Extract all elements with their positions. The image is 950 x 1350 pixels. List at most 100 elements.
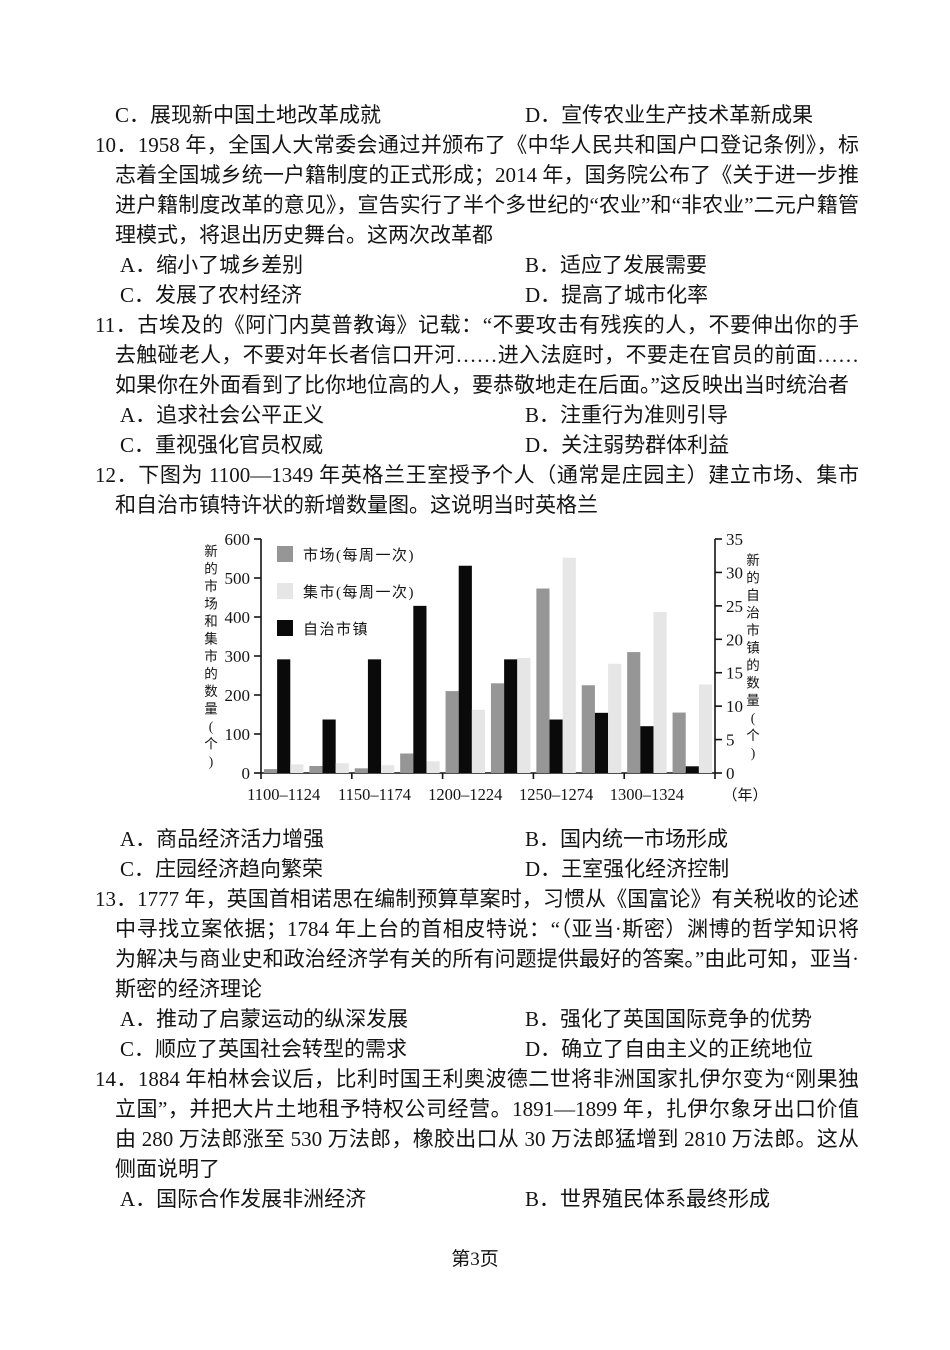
x-tick-label: 1100–1124 [247,785,320,804]
option-b: B．适应了发展需要 [525,253,708,277]
chart-bar [640,726,654,773]
question-9-options-row: C．展现新中国土地改革成就 D．宣传农业生产技术革新成果 [95,100,859,130]
question-number: 12． [95,463,139,487]
option-c: C．展现新中国土地改革成就 [115,103,382,127]
option-c: C．发展了农村经济 [120,283,303,307]
chart-bar [471,709,486,773]
chart-bar [426,761,440,773]
right-tick-label: 10 [726,697,743,716]
chart-bar [309,765,323,773]
options-row: A．缩小了城乡差别 B．适应了发展需要 [115,250,859,280]
options-row: C．发展了农村经济 D．提高了城市化率 [115,280,859,310]
chart-bar [536,588,550,773]
chart-bar [504,659,518,773]
chart-bar [653,611,667,773]
chart-bar [381,765,395,773]
option-a: A．国际合作发展非洲经济 [120,1187,367,1211]
left-tick-label: 200 [225,686,251,705]
option-a: A．商品经济活力增强 [120,827,325,851]
markets-fairs-boroughs-chart: 0 100 200 300 400 500 600 0 5 10 15 20 25 30 35 1100–11… [181,525,781,821]
question-number: 14． [95,1067,138,1091]
question-stem: 13．1777 年，英国首相诺思在编制预算草案时，习惯从《国富论》有关税收的论述… [95,884,859,1004]
option-d: D．提高了城市化率 [525,283,709,307]
chart-bar [335,763,349,773]
options-row: C．顺应了英国社会转型的需求 D．确立了自由主义的正统地位 [115,1034,859,1064]
question-stem-text: 1884 年柏林会议后，比利时国王利奥波德二世将非洲国家扎伊尔变为“刚果独立国”… [115,1067,860,1181]
options-row: A．国际合作发展非洲经济 B．世界殖民体系最终形成 [115,1184,859,1214]
option-c: C．重视强化官员权威 [120,433,324,457]
chart-bar [698,684,713,773]
chart-bar [685,766,699,773]
chart-bar [445,691,459,773]
question-number: 11． [95,313,138,337]
right-tick-label: 25 [726,597,743,616]
right-axis-title: 新的自治市镇的数量(个) [746,553,760,761]
legend-swatch [277,583,293,599]
chart-bar [458,565,472,773]
left-tick-label: 600 [225,530,251,549]
chart-bar [277,659,291,773]
option-b: B．强化了英国国际竞争的优势 [525,1007,813,1031]
left-tick-label: 100 [225,725,251,744]
x-unit-label: （年） [722,787,767,804]
option-a: A．追求社会公平正义 [120,403,325,427]
chart-bar [322,719,336,773]
left-tick-label: 300 [225,647,251,666]
question-12: 12．下图为 1100—1349 年英格兰王室授予个人（通常是庄园主）建立市场、… [95,460,859,884]
question-stem: 10．1958 年，全国人大常委会通过并颁布了《中华人民共和国户口登记条例》，标… [95,130,859,250]
question-stem-text: 下图为 1100—1349 年英格兰王室授予个人（通常是庄园主）建立市场、集市和… [115,463,860,517]
question-11: 11．古埃及的《阿门内莫普教诲》记载：“不要攻击有残疾的人，不要伸出你的手去触碰… [95,310,859,460]
options-row: A．商品经济活力增强 B．国内统一市场形成 [115,824,859,854]
left-tick-label: 400 [225,608,251,627]
exam-content: C．展现新中国土地改革成就 D．宣传农业生产技术革新成果 10．1958 年，全… [95,100,859,1214]
legend-swatch [277,546,293,562]
chart-bar [562,557,576,773]
chart-bar [263,769,278,773]
right-tick-label: 0 [726,764,735,783]
question-stem-text: 1958 年，全国人大常委会通过并颁布了《中华人民共和国户口登记条例》，标志着全… [115,133,859,247]
x-tick-label: 1200–1224 [428,785,502,804]
option-d: D．确立了自由主义的正统地位 [525,1037,814,1061]
option-d: D．宣传农业生产技术革新成果 [525,103,814,127]
x-tick-label: 1300–1324 [610,785,684,804]
legend-label: 集市(每周一次) [303,584,415,601]
option-a: A．推动了启蒙运动的纵深发展 [120,1007,409,1031]
question-10: 10．1958 年，全国人大常委会通过并颁布了《中华人民共和国户口登记条例》，标… [95,130,859,310]
question-stem-text: 古埃及的《阿门内莫普教诲》记载：“不要攻击有残疾的人，不要伸出你的手去触碰老人，… [115,313,859,397]
question-stem: 12．下图为 1100—1349 年英格兰王室授予个人（通常是庄园主）建立市场、… [95,460,860,520]
chart-bar [400,753,414,773]
option-b: B．注重行为准则引导 [525,403,729,427]
chart-bar [594,712,609,773]
question-stem: 14．1884 年柏林会议后，比利时国王利奥波德二世将非洲国家扎伊尔变为“刚果独… [95,1064,860,1184]
option-b: B．国内统一市场形成 [525,827,729,851]
x-tick-label: 1250–1274 [519,785,593,804]
chart-bar [517,657,531,773]
chart-svg: 0 100 200 300 400 500 600 0 5 10 15 20 25 30 35 1100–11… [204,530,767,804]
legend-label: 自治市镇 [303,621,369,638]
question-stem: 11．古埃及的《阿门内莫普教诲》记载：“不要攻击有残疾的人，不要伸出你的手去触碰… [95,310,859,400]
x-tick-label: 1150–1174 [338,785,411,804]
option-b: B．世界殖民体系最终形成 [525,1187,771,1211]
page-footer: 第3页 [451,1249,499,1270]
options-row: A．追求社会公平正义 B．注重行为准则引导 [115,400,859,430]
option-d: D．关注弱势群体利益 [525,433,730,457]
right-tick-label: 5 [726,731,735,750]
question-number: 13． [95,887,138,911]
option-d: D．王室强化经济控制 [525,857,730,881]
left-tick-label: 500 [225,569,251,588]
left-axis-title: 新的市场和集市的数量(个) [204,544,218,769]
chart-bar [608,663,622,773]
question-14: 14．1884 年柏林会议后，比利时国王利奥波德二世将非洲国家扎伊尔变为“刚果独… [95,1064,859,1214]
chart-bar [627,652,641,773]
right-tick-label: 30 [726,563,743,582]
legend-label: 市场(每周一次) [303,547,415,564]
chart-bar [354,768,368,773]
options-row: A．推动了启蒙运动的纵深发展 B．强化了英国国际竞争的优势 [115,1004,859,1034]
chart-bar [549,719,563,773]
right-tick-label: 20 [726,630,743,649]
options-row: C．重视强化官员权威 D．关注弱势群体利益 [115,430,859,460]
option-c: C．顺应了英国社会转型的需求 [120,1037,408,1061]
question-13: 13．1777 年，英国首相诺思在编制预算草案时，习惯从《国富论》有关税收的论述… [95,884,859,1064]
chart-bar [413,605,427,773]
